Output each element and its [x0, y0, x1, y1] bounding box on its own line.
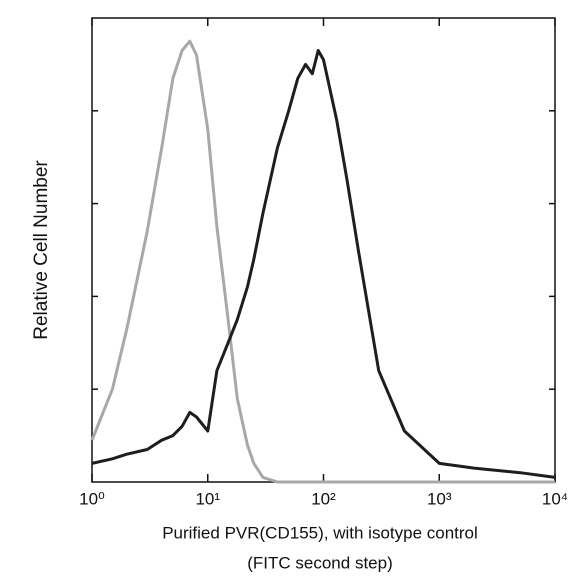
x-axis-label: Purified PVR(CD155), with isotype contro… [162, 523, 478, 542]
x-axis-label: (FITC second step) [247, 553, 393, 572]
x-tick-label: 10² [311, 489, 336, 508]
x-tick-label: 10³ [427, 489, 452, 508]
x-tick-label: 10⁰ [79, 489, 105, 508]
x-tick-label: 10¹ [195, 489, 220, 508]
plot-frame [91, 17, 556, 483]
histogram-line [90, 39, 555, 484]
x-tick-label: 10⁴ [542, 489, 568, 508]
histogram-line [91, 49, 556, 479]
y-axis-label: Relative Cell Number [31, 160, 52, 340]
